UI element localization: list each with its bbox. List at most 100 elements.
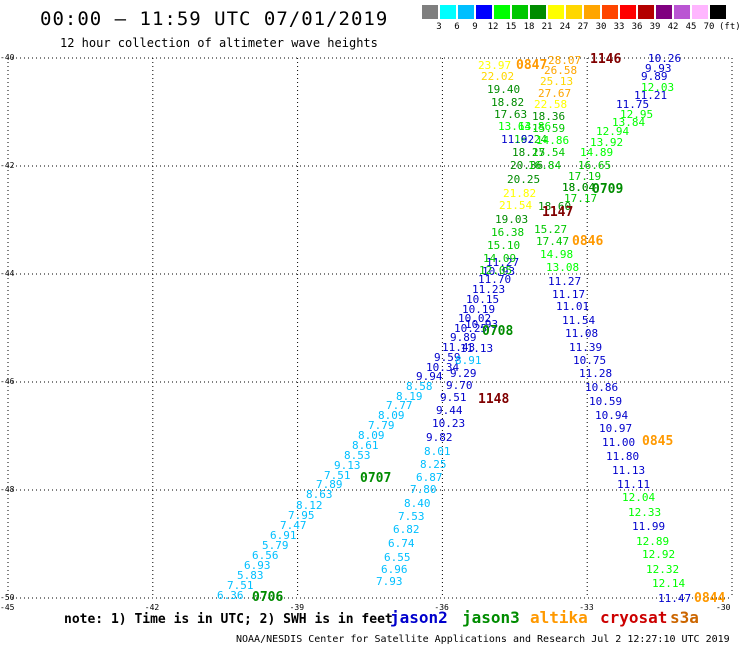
wave-height-value: 10.23 [432,417,466,430]
scale-label: 18 [523,22,535,32]
wave-height-value: 8.53 [344,449,371,462]
scale-label: 24 [559,22,571,32]
track-time-label: 0845 [642,434,674,449]
wave-height-value: 9.59 [434,351,461,364]
scale-swatch [656,5,672,19]
wave-height-value: 9.82 [426,431,453,444]
longitude-label: -36 [434,603,449,612]
scale-swatch [710,5,726,19]
scale-label: 27 [577,22,589,32]
wave-height-value: 7.77 [386,399,413,412]
scale-label: (ft) [719,22,740,32]
wave-height-value: 7.53 [398,510,425,523]
scale-swatch [692,5,708,19]
wave-height-value: 18.82 [491,96,525,109]
wave-height-value: 9.51 [440,391,467,404]
scale-swatch [494,5,510,19]
legend-jason2: jason2 [390,608,448,627]
wave-height-value: 5.83 [237,569,264,582]
wave-height-value: 11.08 [565,327,599,340]
track-time-label: 0707 [360,471,392,486]
wave-height-value: 10.94 [595,409,629,422]
wave-height-value: 10.93 [482,265,516,278]
wave-height-value: 12.32 [646,563,680,576]
wave-height-value: 18.27 [512,146,546,159]
scale-label: 9 [472,22,478,32]
wave-height-value: 10.26 [648,52,682,65]
wave-height-value: 12.03 [641,81,675,94]
latitude-label: -48 [0,485,15,494]
map-subtitle: 12 hour collection of altimeter wave hei… [60,36,378,50]
wave-height-value: 18.04 [562,181,596,194]
wave-height-value: 20.25 [507,173,541,186]
wave-height-value: 6.87 [416,471,443,484]
wave-height-value: 13.86 [518,120,552,133]
scale-label: 15 [505,22,517,32]
wave-height-value: 8.63 [306,488,333,501]
wave-height-value: 10.97 [599,422,633,435]
wave-height-value: 11.99 [632,520,666,533]
wave-height-value: 10.75 [573,354,607,367]
longitude-label: -30 [716,603,731,612]
wave-height-value: 16.84 [528,159,562,172]
wave-height-value: 8.61 [352,439,379,452]
wave-height-value: 11.70 [478,273,512,286]
scale-swatch [548,5,564,19]
wave-height-value: 18.36 [532,110,566,123]
wave-height-value: 21.54 [499,199,533,212]
wave-height-value: 15.10 [487,239,521,252]
scale-swatch [638,5,654,19]
wave-height-value: 12.05 [479,264,513,277]
longitude-label: -33 [579,603,594,612]
longitude-label: -45 [0,603,15,612]
wave-height-value: 10.02 [458,312,492,325]
scale-swatch [422,5,438,19]
wave-height-value: 8.09 [358,429,385,442]
wave-height-value: 5.79 [262,539,289,552]
wave-height-value: 15.54 [532,146,566,159]
map-title: 00:00 – 11:59 UTC 07/01/2019 [40,8,389,30]
wave-height-value: 8.25 [420,458,447,471]
wave-height-value: 9.93 [645,62,672,75]
wave-height-value: 9.94 [416,370,443,383]
wave-height-value: 9.13 [334,459,361,472]
scale-label: 33 [613,22,625,32]
wave-height-value: 7.93 [376,575,403,588]
wave-height-value: 20.36 [510,159,544,172]
wave-height-value: 9.44 [436,404,463,417]
legend-jason3: jason3 [462,608,520,627]
wave-height-value: 14.86 [536,134,570,147]
note-text: note: 1) Time is in UTC; 2) SWH is in fe… [64,612,393,627]
wave-height-value: 9.70 [446,379,473,392]
wave-height-value: 6.56 [252,549,279,562]
wave-height-value: 12.14 [652,577,686,590]
wave-height-value: 10.25 [454,322,488,335]
wave-height-value: 9.29 [450,367,477,380]
wave-height-value: 22.02 [481,70,515,83]
wave-height-value: 13.92 [590,136,624,149]
scale-swatch [620,5,636,19]
scale-swatch [476,5,492,19]
wave-height-value: 12.94 [596,125,630,138]
wave-height-value: 9.89 [641,70,668,83]
wave-height-value: 10.34 [426,361,460,374]
wave-height-value: 6.93 [244,559,271,572]
wave-height-value: 10.93 [465,318,499,331]
wave-height-value: 18.04 [562,181,596,194]
wave-height-value: 11.13 [612,464,646,477]
legend-cryosat: cryosat [600,608,668,627]
wave-height-value: 11.54 [562,314,596,327]
wave-height-value: 12.33 [628,506,662,519]
track-time-label: 0847 [516,58,548,73]
wave-height-value: 13.08 [546,261,580,274]
wave-height-value: 18.60 [538,200,572,213]
wave-height-value: 11.27 [548,275,582,288]
scale-swatch [602,5,618,19]
wave-height-value: 16.65 [578,159,612,172]
wave-height-value: 26.58 [544,64,578,77]
wave-height-value: 11.80 [606,450,640,463]
wave-height-value: 7.47 [280,519,307,532]
wave-height-value: 25.13 [540,75,574,88]
track-time-label: 1148 [478,392,510,407]
scale-swatch [530,5,546,19]
